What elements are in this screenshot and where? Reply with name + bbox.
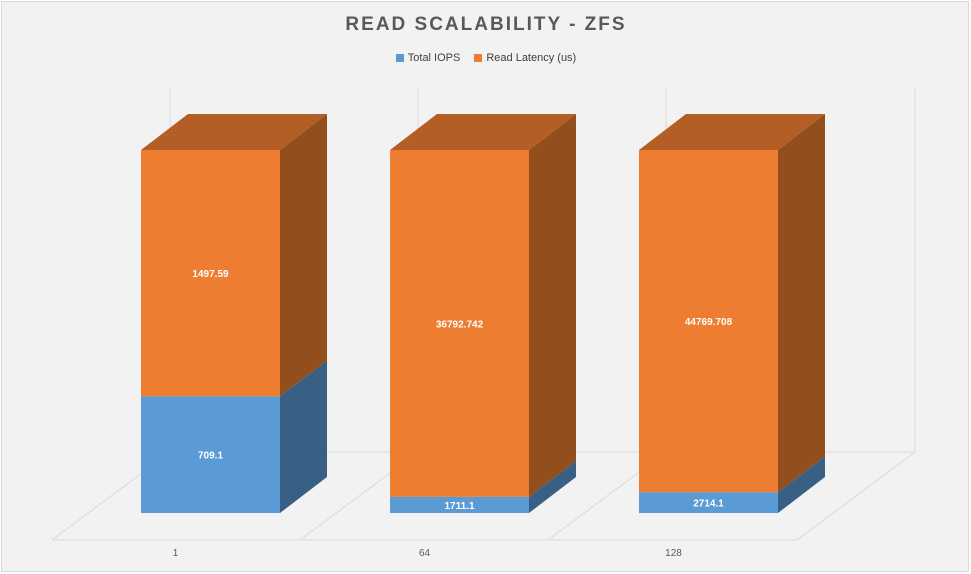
legend-swatch-read-latency (474, 54, 483, 62)
bar-64-read-latency-top (390, 114, 576, 150)
bar-128-read-latency-top (639, 114, 825, 150)
bar-64-total-iops (390, 496, 529, 513)
bar-1-total-iops (141, 396, 280, 513)
x-tick-label-64: 64 (419, 548, 431, 559)
bar-1-total-iops-label: 709.1 (198, 451, 223, 462)
bar-128-total-iops (639, 492, 778, 513)
chart-title: READ SCALABILITY - ZFS (345, 14, 627, 35)
bar-1-read-latency (141, 150, 280, 397)
bar-128-total-iops-label: 2714.1 (693, 499, 724, 510)
bar-1-read-latency-side (280, 114, 327, 397)
bar-1-read-latency-top (141, 114, 327, 150)
bar-64-read-latency-label: 36792.742 (436, 319, 484, 330)
bar-64-total-iops-side (529, 460, 576, 513)
bar-128-read-latency-side (778, 114, 825, 493)
legend-label-read-latency: Read Latency (us) (486, 52, 577, 64)
bar-64-read-latency (390, 150, 529, 497)
bar-1-read-latency-label: 1497.59 (192, 269, 229, 280)
legend-item-total-iops: Total IOPS (395, 52, 461, 64)
bar-128-total-iops-side (778, 456, 825, 513)
bar-1-total-iops-side (280, 360, 327, 513)
bar-128-read-latency-label: 44769.708 (685, 317, 733, 328)
x-tick-label-1: 1 (173, 548, 179, 559)
legend: Total IOPS Read Latency (us) (2, 52, 970, 64)
bar-64-total-iops-label: 1711.1 (444, 501, 474, 512)
legend-label-total-iops: Total IOPS (407, 52, 461, 64)
x-tick-label-128: 128 (665, 548, 682, 559)
bar-128-read-latency (639, 150, 778, 493)
legend-item-read-latency: Read Latency (us) (474, 52, 576, 64)
legend-swatch-total-iops (395, 54, 404, 62)
bar-64-read-latency-side (529, 114, 576, 497)
